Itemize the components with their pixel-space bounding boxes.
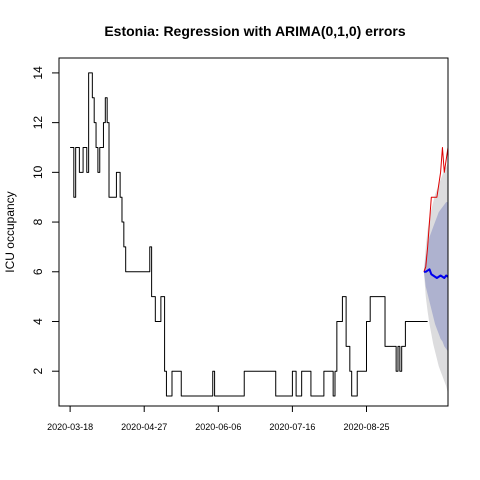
y-tick-label: 14 — [31, 66, 45, 80]
x-tick-label: 2020-07-16 — [269, 422, 315, 432]
plot-frame — [58, 57, 449, 407]
y-tick-label: 12 — [31, 116, 45, 130]
y-tick-label: 8 — [31, 218, 45, 225]
series-lines — [70, 72, 449, 397]
y-tick-label: 4 — [31, 318, 45, 325]
x-tick-label: 2020-06-06 — [195, 422, 241, 432]
x-tick-label: 2020-08-25 — [343, 422, 389, 432]
x-tick-label: 2020-03-18 — [47, 422, 93, 432]
y-tick-label: 6 — [31, 268, 45, 275]
chart-title: Estonia: Regression with ARIMA(0,1,0) er… — [104, 23, 406, 39]
y-tick-label: 10 — [31, 165, 45, 179]
y-axis-label: ICU occupancy — [3, 191, 17, 272]
y-tick-label: 2 — [31, 368, 45, 375]
x-tick-label: 2020-04-27 — [121, 422, 167, 432]
forecast-series-line — [423, 268, 449, 279]
observed-series-line — [70, 72, 428, 397]
actual_future-series-line — [423, 146, 449, 272]
